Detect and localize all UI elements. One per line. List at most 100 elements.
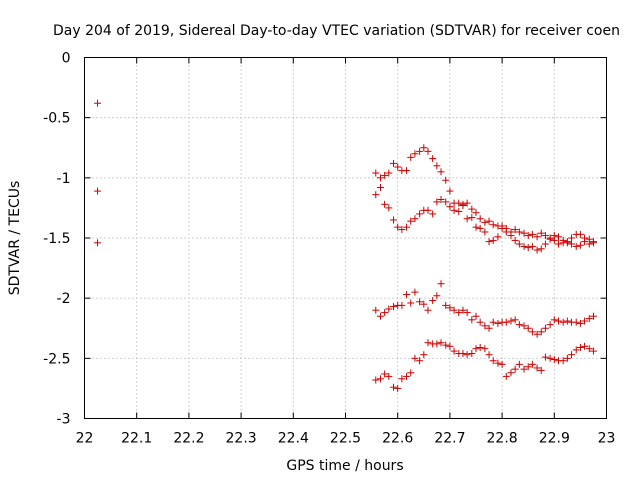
- y-tick-label: -2.5: [43, 351, 70, 367]
- data-point: [442, 198, 450, 206]
- data-point: [515, 321, 523, 329]
- data-point: [411, 215, 419, 223]
- data-point: [429, 210, 437, 218]
- y-tick-label: -2: [57, 291, 71, 307]
- data-point: [476, 215, 484, 223]
- data-point: [459, 306, 467, 314]
- data-point: [381, 171, 389, 179]
- data-point: [381, 370, 389, 378]
- data-point: [576, 241, 584, 249]
- data-point: [568, 351, 576, 359]
- data-point: [554, 240, 562, 248]
- data-point: [372, 376, 380, 384]
- data-point: [437, 168, 445, 176]
- data-point: [533, 246, 541, 254]
- data-point: [446, 187, 454, 195]
- data-point: [385, 169, 393, 177]
- data-point: [537, 366, 545, 374]
- data-point: [537, 245, 545, 253]
- data-point: [520, 322, 528, 330]
- data-point: [94, 187, 102, 195]
- data-point: [559, 357, 567, 365]
- data-point: [420, 351, 428, 359]
- x-axis-label: GPS time / hours: [286, 458, 403, 474]
- data-point: [416, 357, 424, 365]
- data-point: [476, 224, 484, 232]
- x-axis: 22 22.1 22.2 22.3 22.4 22.5 22.6 22.7 22.8 22.9 23: [76, 57, 616, 447]
- data-point: [411, 288, 419, 296]
- data-point: [589, 239, 597, 247]
- data-point: [581, 238, 589, 246]
- data-point: [576, 230, 584, 238]
- data-point: [485, 217, 493, 225]
- data-point: [437, 280, 445, 288]
- data-point: [446, 342, 454, 350]
- data-point: [463, 215, 471, 223]
- data-point: [515, 228, 523, 236]
- data-point: [416, 298, 424, 306]
- data-point: [554, 317, 562, 325]
- data-point: [563, 317, 571, 325]
- data-point: [390, 159, 398, 167]
- y-tick-label: -1.5: [43, 231, 70, 247]
- data-point: [533, 330, 541, 338]
- data-point: [489, 318, 497, 326]
- data-point: [511, 365, 519, 373]
- data-point: [489, 221, 497, 229]
- data-point: [524, 232, 532, 240]
- chart-title: Day 204 of 2019, Sidereal Day-to-day VTE…: [53, 23, 620, 39]
- data-point: [390, 303, 398, 311]
- data-point: [437, 339, 445, 347]
- data-point: [498, 360, 506, 368]
- data-point: [403, 291, 411, 299]
- data-point: [576, 344, 584, 352]
- data-point: [485, 238, 493, 246]
- plot-frame: [84, 57, 607, 419]
- data-point: [398, 226, 406, 234]
- data-point: [463, 199, 471, 207]
- data-point: [455, 199, 463, 207]
- data-point: [433, 198, 441, 206]
- data-point: [494, 222, 502, 230]
- data-point: [511, 236, 519, 244]
- data-point: [537, 229, 545, 237]
- data-point: [468, 205, 476, 213]
- y-axis-label: SDTVAR / TECUs: [7, 181, 23, 296]
- data-point: [589, 347, 597, 355]
- data-point: [420, 300, 428, 308]
- data-point: [94, 239, 102, 247]
- y-tick-label: -1: [57, 171, 71, 187]
- data-point: [376, 312, 384, 320]
- data-point: [489, 236, 497, 244]
- data-point: [411, 354, 419, 362]
- data-point: [450, 347, 458, 355]
- data-point: [381, 200, 389, 208]
- data-point: [433, 292, 441, 300]
- data-point: [446, 203, 454, 211]
- data-point: [468, 316, 476, 324]
- data-point: [520, 365, 528, 373]
- data-point: [550, 236, 558, 244]
- data-point: [507, 232, 515, 240]
- data-point: [528, 328, 536, 336]
- data-point: [498, 224, 506, 232]
- data-point: [494, 359, 502, 367]
- data-point: [394, 223, 402, 231]
- data-point: [585, 240, 593, 248]
- data-point: [502, 318, 510, 326]
- data-point: [520, 229, 528, 237]
- data-point: [541, 324, 549, 332]
- x-tick-label: 22.3: [226, 431, 257, 447]
- data-point: [376, 174, 384, 182]
- data-point: [450, 206, 458, 214]
- x-tick-label: 23: [598, 431, 616, 447]
- data-point: [541, 353, 549, 361]
- data-point: [476, 344, 484, 352]
- data-point: [572, 242, 580, 250]
- data-point: [585, 345, 593, 353]
- data-point: [524, 324, 532, 332]
- y-tick-label: -0.5: [43, 111, 70, 127]
- data-point: [407, 299, 415, 307]
- data-point: [507, 369, 515, 377]
- data-point: [472, 345, 480, 353]
